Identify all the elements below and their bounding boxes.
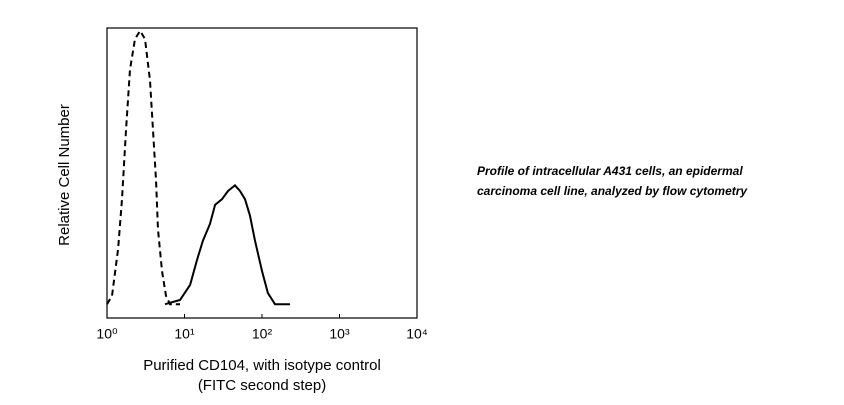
x-tick-label: 10³: [329, 326, 350, 342]
x-axis-label: (FITC second step): [198, 377, 326, 394]
histogram-line: [106, 28, 180, 306]
histogram-line: [164, 184, 290, 306]
caption: Profile of intracellular A431 cells, an …: [477, 164, 743, 178]
x-tick-label: 10¹: [174, 326, 195, 342]
y-axis-label: Relative Cell Number: [56, 104, 73, 246]
x-axis-label: Purified CD104, with isotype control: [143, 357, 381, 374]
x-tick-label: 10²: [252, 326, 273, 342]
x-tick-label: 10⁴: [406, 326, 428, 342]
x-tick-label: 10⁰: [96, 326, 118, 342]
caption: carcinoma cell line, analyzed by flow cy…: [477, 184, 748, 198]
